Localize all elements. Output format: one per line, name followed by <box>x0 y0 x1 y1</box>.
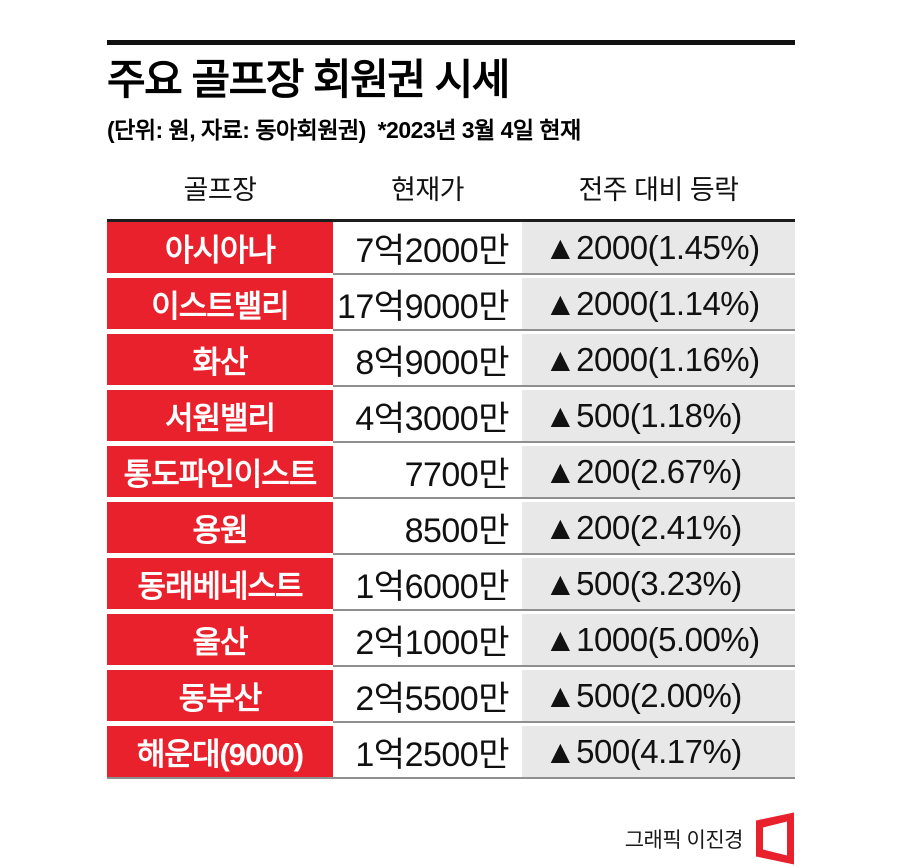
golf-course-name: 해운대(9000) <box>107 726 333 780</box>
col-header-current-price: 현재가 <box>390 175 465 206</box>
weekly-change-value: ▲200(2.67%) <box>522 446 795 500</box>
table-row: 울산 2억1000만 ▲1000(5.00%) <box>107 614 795 668</box>
weekly-change-value: ▲200(2.41%) <box>522 502 795 556</box>
golf-course-name: 아시아나 <box>107 222 333 276</box>
current-price-value: 8억9000만 <box>333 334 522 388</box>
table-row: 동래베네스트 1억6000만 ▲500(3.23%) <box>107 558 795 612</box>
weekly-change-value: ▲2000(1.14%) <box>522 278 795 332</box>
current-price-value: 1억6000만 <box>333 558 522 612</box>
current-price-value: 1억2500만 <box>333 726 522 780</box>
golf-course-name: 동부산 <box>107 670 333 724</box>
col-header-weekly-change: 전주 대비 등락 <box>578 175 739 206</box>
table-row: 용원 8500만 ▲200(2.41%) <box>107 502 795 556</box>
table-row: 서원밸리 4억3000만 ▲500(1.18%) <box>107 390 795 444</box>
col-header-golf-course: 골프장 <box>183 175 257 206</box>
membership-price-table: 골프장 현재가 전주 대비 등락 아시아나 7억2000만 ▲2000(1.45%)… <box>107 159 795 780</box>
table-row: 화산 8억9000만 ▲2000(1.16%) <box>107 334 795 388</box>
table-row: 해운대(9000) 1억2500만 ▲500(4.17%) <box>107 726 795 780</box>
weekly-change-value: ▲2000(1.16%) <box>522 334 795 388</box>
golf-course-name: 용원 <box>107 502 333 556</box>
current-price-value: 7700만 <box>333 446 522 500</box>
golf-course-name: 동래베네스트 <box>107 558 333 612</box>
weekly-change-value: ▲1000(5.00%) <box>522 614 795 668</box>
weekly-change-value: ▲500(4.17%) <box>522 726 795 780</box>
subtitle-note: (단위: 원, 자료: 동아회원권) *2023년 3월 4일 현재 <box>107 117 581 144</box>
table-row: 아시아나 7억2000만 ▲2000(1.45%) <box>107 222 795 276</box>
table-body: 아시아나 7억2000만 ▲2000(1.45%) 이스트밸리 17억9000만 ▲200… <box>107 222 795 780</box>
top-rule-divider <box>107 40 795 45</box>
current-price-value: 7억2000만 <box>333 222 522 276</box>
page-title: 주요 골프장 회원권 시세 <box>107 56 510 103</box>
golf-course-name: 울산 <box>107 614 333 668</box>
table-row: 동부산 2억5500만 ▲500(2.00%) <box>107 670 795 724</box>
current-price-value: 4억3000만 <box>333 390 522 444</box>
graphic-credit-label: 그래픽 이진경 <box>624 828 744 852</box>
table-row: 이스트밸리 17억9000만 ▲2000(1.14%) <box>107 278 795 332</box>
golf-course-name: 이스트밸리 <box>107 278 333 332</box>
golf-course-name: 통도파인이스트 <box>107 446 333 500</box>
current-price-value: 8500만 <box>333 502 522 556</box>
current-price-value: 2억1000만 <box>333 614 522 668</box>
table-row: 통도파인이스트 7700만 ▲200(2.67%) <box>107 446 795 500</box>
content-column: 주요 골프장 회원권 시세 (단위: 원, 자료: 동아회원권) *2023년 … <box>107 40 795 780</box>
current-price-value: 17억9000만 <box>333 278 522 332</box>
asiae-publisher-logo-icon <box>756 812 794 865</box>
golf-course-name: 화산 <box>107 334 333 388</box>
footer-credit-area: 그래픽 이진경 <box>625 812 795 865</box>
weekly-change-value: ▲500(3.23%) <box>522 558 795 612</box>
weekly-change-value: ▲500(1.18%) <box>522 390 795 444</box>
weekly-change-value: ▲500(2.00%) <box>522 670 795 724</box>
golf-course-name: 서원밸리 <box>107 390 333 444</box>
current-price-value: 2억5500만 <box>333 670 522 724</box>
table-header-row: 골프장 현재가 전주 대비 등락 <box>107 159 795 223</box>
weekly-change-value: ▲2000(1.45%) <box>522 222 795 276</box>
